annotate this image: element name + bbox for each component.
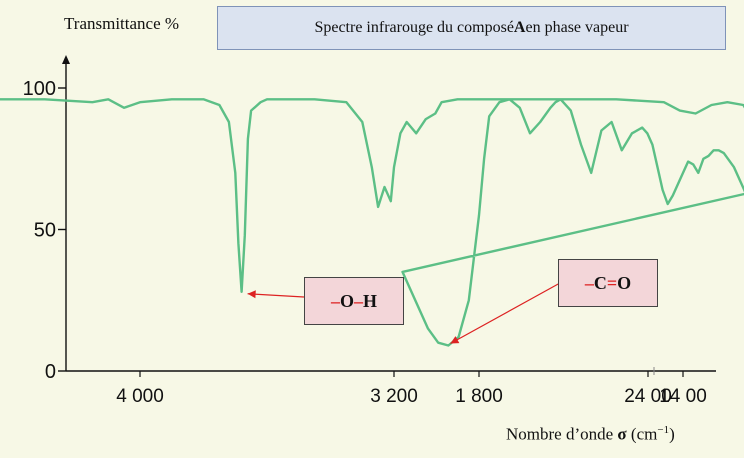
xlabel-exponent: −1 <box>657 424 670 436</box>
annot-oh-dash1: – <box>330 290 340 311</box>
arrow-co-head <box>450 336 460 344</box>
annot-oh-h: H <box>363 290 378 311</box>
y-axis-arrow <box>62 55 70 64</box>
annot-co-eq: = <box>606 272 618 293</box>
y-tick-label: 100 <box>23 78 56 100</box>
title-part-1: Spectre infrarouge du composé <box>314 19 514 36</box>
xlabel-sigma: σ <box>617 424 627 444</box>
x-tick-label: 4 000 <box>116 386 164 407</box>
title-part-3: en phase vapeur <box>525 19 629 36</box>
annot-oh-o: O <box>339 290 354 311</box>
arrow-co <box>450 282 561 345</box>
y-tick-label: 50 <box>34 220 56 242</box>
annot-co-dash: – <box>584 272 594 293</box>
x-tick-label: 3 200 <box>370 386 418 407</box>
y-axis-label: Transmittance % <box>64 14 180 33</box>
annot-co-o: O <box>617 272 632 293</box>
spectrum-line <box>0 98 744 347</box>
chart-title: Spectre infrarouge du composé A en phase… <box>217 6 726 50</box>
annotation-co: – C = O <box>558 259 658 307</box>
title-compound: A <box>513 19 526 36</box>
arrow-oh-head <box>247 290 256 299</box>
x-tick-label: 24 00 <box>624 386 672 407</box>
annot-oh-dash2: – <box>354 290 363 311</box>
x-tick-label: 14 00 <box>659 386 707 407</box>
axes <box>62 55 716 375</box>
annotation-arrows <box>247 282 561 345</box>
y-tick-label: 0 <box>45 361 56 383</box>
arrow-oh <box>247 293 305 298</box>
xlabel-part-5: ) <box>669 424 675 444</box>
annot-co-c: C <box>593 272 607 293</box>
x-tick-label: 1 800 <box>455 386 503 407</box>
xlabel-part-3: (cm <box>626 424 658 444</box>
x-axis-label: Nombre d’onde σ (cm−1) <box>506 424 675 445</box>
annotation-oh: – O – H <box>304 277 404 325</box>
xlabel-part-1: Nombre d’onde <box>506 424 618 444</box>
